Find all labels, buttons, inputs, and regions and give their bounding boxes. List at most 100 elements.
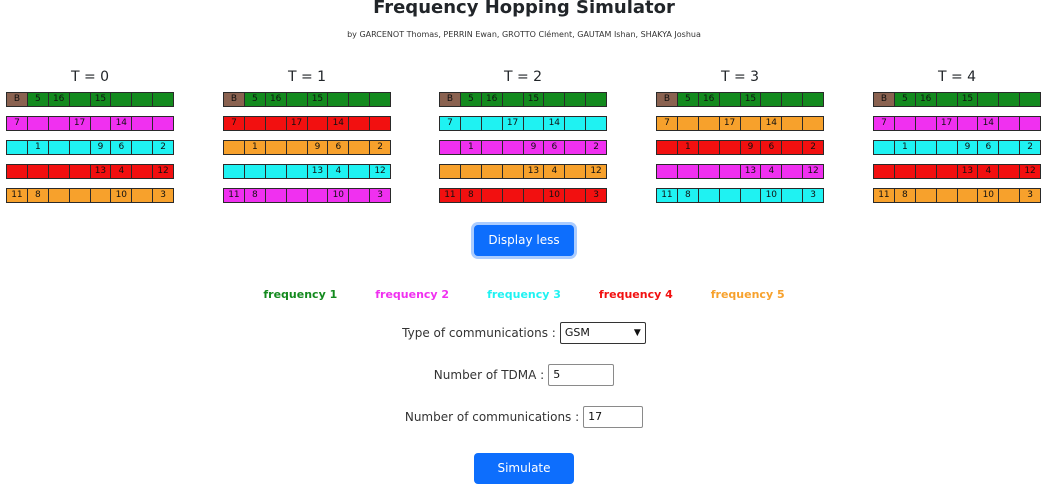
- timeslot-3: T = 3 B 5 16 15 7 17 14 1 9 6 2 13 4 12 11 8 10 3: [656, 68, 824, 203]
- frequency-row: 13 4 12: [6, 164, 174, 179]
- time-slot-cell: [586, 93, 606, 106]
- time-slot-cell: 3: [370, 189, 390, 202]
- time-slot-cell: [7, 165, 28, 178]
- time-slot-cell: 5: [894, 93, 916, 106]
- time-slot-cell: [894, 117, 916, 130]
- time-slot-cell: 12: [153, 165, 173, 178]
- time-slot-cell: 2: [586, 141, 606, 154]
- time-slot-cell: [90, 117, 112, 130]
- time-slot-cell: [349, 141, 371, 154]
- time-slot-cell: 10: [544, 189, 566, 202]
- authors-subtitle: by GARCENOT Thomas, PERRIN Ewan, GROTTO …: [347, 30, 701, 39]
- time-slot-cell: 17: [69, 117, 91, 130]
- time-slot-cell: [719, 93, 741, 106]
- time-slot-cell: [132, 93, 154, 106]
- time-slot-cell: [370, 117, 390, 130]
- time-slot-cell: [153, 117, 173, 130]
- time-slot-cell: [307, 189, 329, 202]
- time-slot-cell: 3: [1020, 189, 1040, 202]
- time-slot-cell: 8: [894, 189, 916, 202]
- time-slot-cell: 14: [111, 117, 133, 130]
- time-slot-cell: 6: [544, 141, 566, 154]
- tdma-input[interactable]: 5: [548, 364, 615, 386]
- frequency-row: B 5 16 15: [656, 92, 824, 107]
- time-slot-cell: 17: [936, 117, 958, 130]
- time-slot-cell: [999, 141, 1021, 154]
- time-slot-cell: [565, 189, 587, 202]
- time-slot-cell: [69, 165, 91, 178]
- time-slot-cell: 16: [915, 93, 937, 106]
- time-slot-cell: [565, 165, 587, 178]
- time-slot-cell: [286, 93, 308, 106]
- time-slot-cell: [286, 165, 308, 178]
- time-slot-cell: [978, 93, 1000, 106]
- time-slot-cell: [48, 141, 70, 154]
- type-of-communications-row: Type of communications : GSM ▼: [0, 322, 1048, 344]
- time-slot-cell: [657, 141, 678, 154]
- communications-input[interactable]: 17: [583, 406, 644, 428]
- time-slot-cell: [523, 117, 545, 130]
- legend-frequency-5: frequency 5: [710, 288, 785, 301]
- time-slot-cell: 17: [719, 117, 741, 130]
- frequency-row: 7 17 14: [656, 116, 824, 131]
- beacon-slot: B: [874, 93, 895, 106]
- time-slot-cell: [803, 117, 823, 130]
- timeslot-label: T = 4: [937, 69, 977, 85]
- time-slot-cell: 15: [740, 93, 762, 106]
- time-slot-cell: [698, 189, 720, 202]
- time-slot-cell: 14: [328, 117, 350, 130]
- legend-frequency-3: frequency 3: [487, 288, 561, 301]
- beacon-slot: B: [224, 93, 245, 106]
- frequency-row: 7 17 14: [6, 116, 174, 131]
- time-slot-cell: [999, 189, 1021, 202]
- time-slot-cell: [370, 93, 390, 106]
- frequency-row: 11 8 10 3: [656, 188, 824, 203]
- time-slot-cell: [677, 165, 699, 178]
- time-slot-cell: [132, 165, 154, 178]
- time-slot-cell: 1: [677, 141, 699, 154]
- time-slot-cell: [48, 189, 70, 202]
- time-slot-cell: 10: [328, 189, 350, 202]
- time-slot-cell: [915, 117, 937, 130]
- time-slot-cell: [740, 189, 762, 202]
- display-less-button[interactable]: Display less: [474, 225, 574, 256]
- time-slot-cell: [69, 189, 91, 202]
- time-slot-cell: [111, 93, 133, 106]
- time-slot-cell: 6: [978, 141, 1000, 154]
- time-slot-cell: 11: [440, 189, 461, 202]
- frequency-row: B 5 16 15: [873, 92, 1041, 107]
- time-slot-cell: 17: [502, 117, 524, 130]
- time-slot-cell: [48, 117, 70, 130]
- beacon-slot: B: [7, 93, 28, 106]
- time-slot-cell: 11: [874, 189, 895, 202]
- time-slot-cell: [698, 165, 720, 178]
- time-slot-cell: [69, 141, 91, 154]
- time-slot-cell: 15: [90, 93, 112, 106]
- time-slot-cell: [894, 165, 916, 178]
- time-slot-cell: [915, 141, 937, 154]
- time-slot-cell: 9: [740, 141, 762, 154]
- time-slot-cell: [957, 189, 979, 202]
- frequency-row: 7 17 14: [873, 116, 1041, 131]
- time-slot-cell: [440, 165, 461, 178]
- beacon-slot: B: [440, 93, 461, 106]
- time-slot-cell: [782, 117, 804, 130]
- time-slot-cell: [27, 117, 49, 130]
- time-slot-cell: [440, 141, 461, 154]
- time-slot-cell: 10: [978, 189, 1000, 202]
- time-slot-cell: 2: [803, 141, 823, 154]
- time-slot-cell: 13: [740, 165, 762, 178]
- frequency-row: B 5 16 15: [223, 92, 391, 107]
- frequency-row: 13 4 12: [873, 164, 1041, 179]
- frequency-row: 7 17 14: [223, 116, 391, 131]
- type-of-communications-select[interactable]: GSM ▼: [559, 322, 646, 344]
- time-slot-cell: [719, 189, 741, 202]
- time-slot-cell: 14: [544, 117, 566, 130]
- simulate-button[interactable]: Simulate: [474, 453, 574, 484]
- time-slot-cell: 17: [286, 117, 308, 130]
- time-slot-cell: [307, 117, 329, 130]
- beacon-slot: B: [657, 93, 678, 106]
- time-slot-cell: 1: [894, 141, 916, 154]
- frequency-row: 13 4 12: [223, 164, 391, 179]
